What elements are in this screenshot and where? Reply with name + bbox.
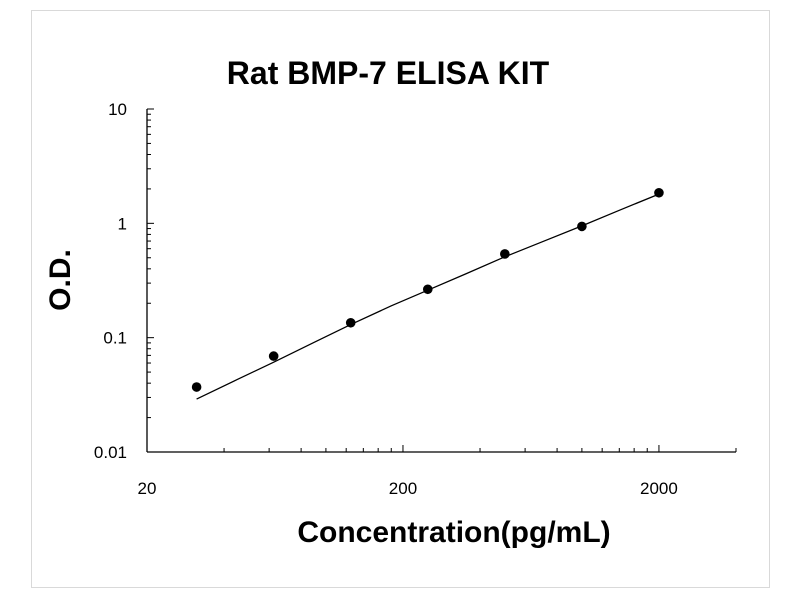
y-axis-title: O.D.	[44, 249, 77, 311]
data-point	[500, 249, 510, 259]
data-points-group	[191, 187, 664, 392]
y-tick-label: 0.01	[94, 443, 127, 462]
data-point	[191, 382, 202, 392]
x-tick-label: 200	[389, 479, 417, 498]
y-tick-label: 1	[118, 214, 127, 233]
x-tick-label: 20	[138, 479, 157, 498]
x-tick-label: 2000	[640, 479, 678, 498]
x-axis-title: Concentration(pg/mL)	[297, 516, 610, 549]
ticks-group	[146, 108, 737, 453]
data-point	[345, 317, 356, 328]
fit-curve-group	[196, 193, 660, 400]
chart-title: Rat BMP-7 ELISA KIT	[227, 55, 550, 91]
data-point	[577, 221, 587, 232]
data-point	[654, 187, 664, 198]
y-tick-label: 10	[108, 100, 127, 119]
data-point	[268, 351, 279, 361]
data-point	[422, 284, 433, 295]
chart-frame	[31, 10, 770, 588]
y-tick-label: 0.1	[103, 329, 127, 348]
tick-labels-group: 0.01 0.1 1 10 20 200 2000	[94, 100, 678, 498]
fit-curve-line	[196, 193, 660, 400]
axes-group	[146, 109, 736, 453]
